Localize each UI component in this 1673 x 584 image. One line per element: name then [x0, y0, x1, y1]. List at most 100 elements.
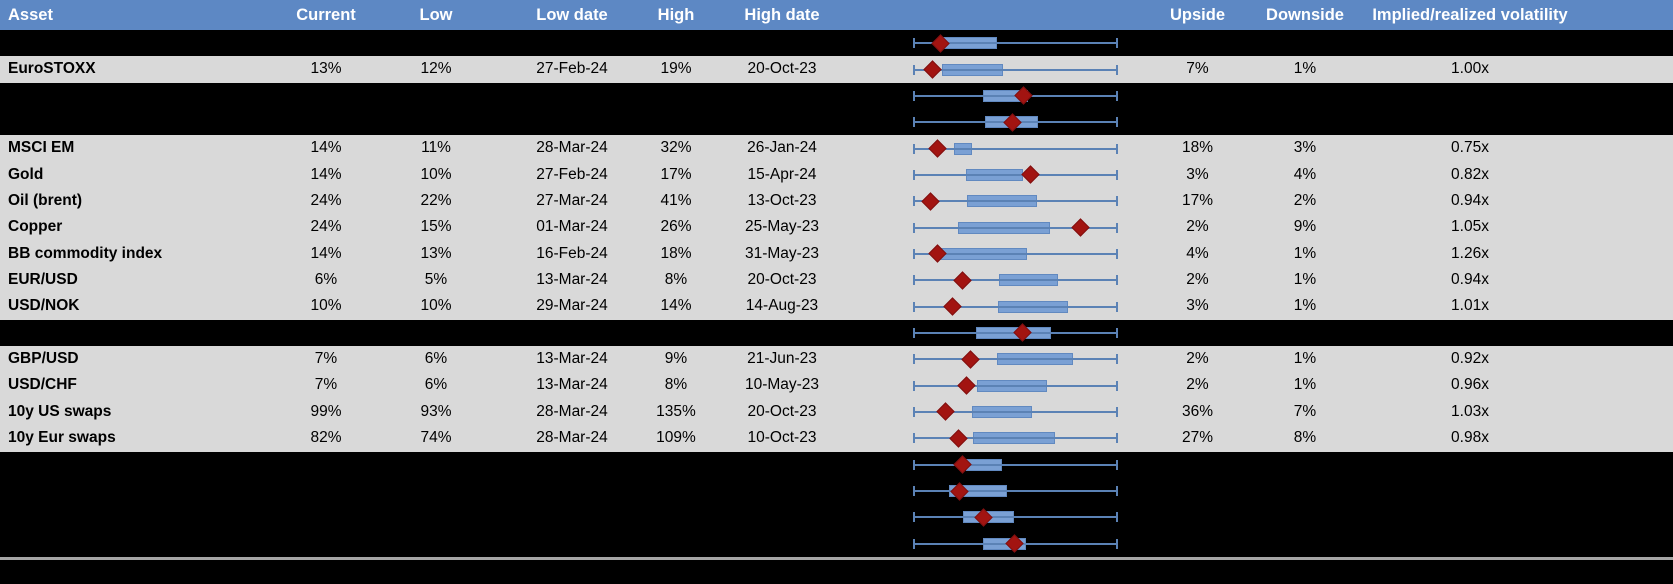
cell-asset[interactable]: 10y US swaps: [8, 402, 112, 420]
cell-high-date[interactable]: 20-Oct-23: [747, 60, 817, 78]
cell-implied-realized[interactable]: 0.96x: [1451, 376, 1489, 394]
cell-low[interactable]: 13%: [420, 244, 452, 262]
cell-downside[interactable]: 1%: [1293, 244, 1317, 262]
cell-upside[interactable]: 17%: [1181, 192, 1214, 210]
cell-implied-realized[interactable]: 0.75x: [1451, 139, 1489, 157]
cell-upside[interactable]: 36%: [1181, 402, 1214, 420]
cell-upside[interactable]: 27%: [1181, 429, 1214, 447]
header-low[interactable]: Low: [419, 6, 453, 24]
cell-implied-realized[interactable]: 0.98x: [1451, 429, 1489, 447]
cell-high[interactable]: 17%: [660, 165, 692, 183]
cell-upside[interactable]: 2%: [1186, 271, 1209, 289]
cell-high-date[interactable]: 15-Apr-24: [747, 165, 817, 183]
cell-asset[interactable]: USD/CHF: [8, 376, 77, 394]
header-upside[interactable]: Upside: [1169, 6, 1225, 24]
cell-current[interactable]: 24%: [310, 218, 342, 236]
cell-low-date[interactable]: 28-Mar-24: [536, 429, 608, 447]
cell-low-date[interactable]: 28-Mar-24: [536, 402, 608, 420]
cell-asset[interactable]: Copper: [8, 218, 63, 236]
cell-high[interactable]: 109%: [656, 429, 696, 447]
cell-low-date[interactable]: 27-Mar-24: [536, 192, 608, 210]
cell-asset[interactable]: GBP/USD: [8, 350, 79, 368]
cell-upside[interactable]: 3%: [1186, 297, 1209, 315]
cell-implied-realized[interactable]: 0.94x: [1451, 271, 1489, 289]
cell-low-date[interactable]: 13-Mar-24: [536, 376, 608, 394]
cell-current[interactable]: 13%: [310, 60, 342, 78]
cell-high[interactable]: 41%: [660, 192, 692, 210]
cell-current[interactable]: 10%: [310, 297, 342, 315]
cell-high[interactable]: 135%: [656, 402, 696, 420]
cell-current[interactable]: 99%: [310, 402, 342, 420]
cell-low-date[interactable]: 27-Feb-24: [536, 60, 608, 78]
cell-downside[interactable]: 3%: [1293, 139, 1317, 157]
cell-downside[interactable]: 4%: [1293, 165, 1317, 183]
cell-asset[interactable]: MSCI EM: [8, 139, 75, 157]
cell-current[interactable]: 24%: [310, 192, 342, 210]
cell-implied-realized[interactable]: 0.92x: [1451, 350, 1489, 368]
cell-downside[interactable]: 1%: [1293, 297, 1317, 315]
cell-high[interactable]: 32%: [660, 139, 692, 157]
cell-downside[interactable]: 9%: [1293, 218, 1317, 236]
cell-high[interactable]: 18%: [660, 244, 692, 262]
cell-implied-realized[interactable]: 1.26x: [1451, 244, 1489, 262]
cell-implied-realized[interactable]: 1.01x: [1451, 297, 1489, 315]
cell-asset[interactable]: USD/NOK: [8, 297, 80, 315]
cell-high-date[interactable]: 31-May-23: [744, 244, 820, 262]
cell-high-date[interactable]: 10-May-23: [744, 376, 820, 394]
cell-low-date[interactable]: 13-Mar-24: [536, 271, 608, 289]
cell-low[interactable]: 6%: [424, 350, 448, 368]
cell-low[interactable]: 22%: [420, 192, 452, 210]
cell-low[interactable]: 5%: [424, 271, 448, 289]
cell-current[interactable]: 14%: [310, 139, 342, 157]
cell-high-date[interactable]: 20-Oct-23: [747, 402, 817, 420]
cell-asset[interactable]: Oil (brent): [8, 192, 83, 210]
cell-current[interactable]: 7%: [314, 350, 338, 368]
cell-current[interactable]: 7%: [314, 376, 338, 394]
cell-implied-realized[interactable]: 0.82x: [1451, 165, 1489, 183]
cell-high[interactable]: 19%: [660, 60, 692, 78]
cell-low-date[interactable]: 01-Mar-24: [536, 218, 608, 236]
cell-upside[interactable]: 2%: [1186, 376, 1209, 394]
cell-upside[interactable]: 3%: [1186, 165, 1209, 183]
cell-current[interactable]: 6%: [314, 271, 338, 289]
cell-downside[interactable]: 1%: [1293, 350, 1317, 368]
cell-upside[interactable]: 2%: [1186, 218, 1209, 236]
cell-high[interactable]: 26%: [660, 218, 692, 236]
cell-downside[interactable]: 1%: [1293, 60, 1317, 78]
cell-low-date[interactable]: 29-Mar-24: [536, 297, 608, 315]
header-high-date[interactable]: High date: [744, 6, 820, 24]
cell-downside[interactable]: 1%: [1293, 271, 1317, 289]
cell-high-date[interactable]: 25-May-23: [744, 218, 820, 236]
cell-low[interactable]: 10%: [420, 165, 452, 183]
cell-low[interactable]: 10%: [420, 297, 452, 315]
header-implied-realized-volatility[interactable]: Implied/realized volatility: [1372, 6, 1568, 24]
cell-asset[interactable]: Gold: [8, 165, 44, 183]
header-downside[interactable]: Downside: [1266, 6, 1344, 24]
cell-high-date[interactable]: 20-Oct-23: [747, 271, 817, 289]
cell-high-date[interactable]: 14-Aug-23: [745, 297, 819, 315]
cell-upside[interactable]: 4%: [1186, 244, 1209, 262]
cell-implied-realized[interactable]: 1.03x: [1451, 402, 1489, 420]
cell-low[interactable]: 12%: [420, 60, 452, 78]
cell-high[interactable]: 8%: [664, 376, 688, 394]
header-high[interactable]: High: [657, 6, 695, 24]
cell-implied-realized[interactable]: 1.00x: [1451, 60, 1489, 78]
cell-current[interactable]: 14%: [310, 244, 342, 262]
cell-low-date[interactable]: 27-Feb-24: [536, 165, 608, 183]
header-asset[interactable]: Asset: [8, 6, 53, 24]
cell-low-date[interactable]: 28-Mar-24: [536, 139, 608, 157]
cell-downside[interactable]: 7%: [1293, 402, 1317, 420]
cell-asset[interactable]: EUR/USD: [8, 271, 78, 289]
cell-low[interactable]: 6%: [424, 376, 448, 394]
cell-upside[interactable]: 7%: [1186, 60, 1209, 78]
cell-high-date[interactable]: 26-Jan-24: [747, 139, 817, 157]
cell-low-date[interactable]: 13-Mar-24: [536, 350, 608, 368]
cell-downside[interactable]: 2%: [1293, 192, 1317, 210]
cell-asset[interactable]: EuroSTOXX: [8, 60, 96, 78]
cell-downside[interactable]: 8%: [1293, 429, 1317, 447]
cell-high[interactable]: 9%: [664, 350, 688, 368]
cell-high-date[interactable]: 10-Oct-23: [747, 429, 817, 447]
cell-upside[interactable]: 18%: [1181, 139, 1214, 157]
cell-current[interactable]: 14%: [310, 165, 342, 183]
cell-low-date[interactable]: 16-Feb-24: [536, 244, 608, 262]
